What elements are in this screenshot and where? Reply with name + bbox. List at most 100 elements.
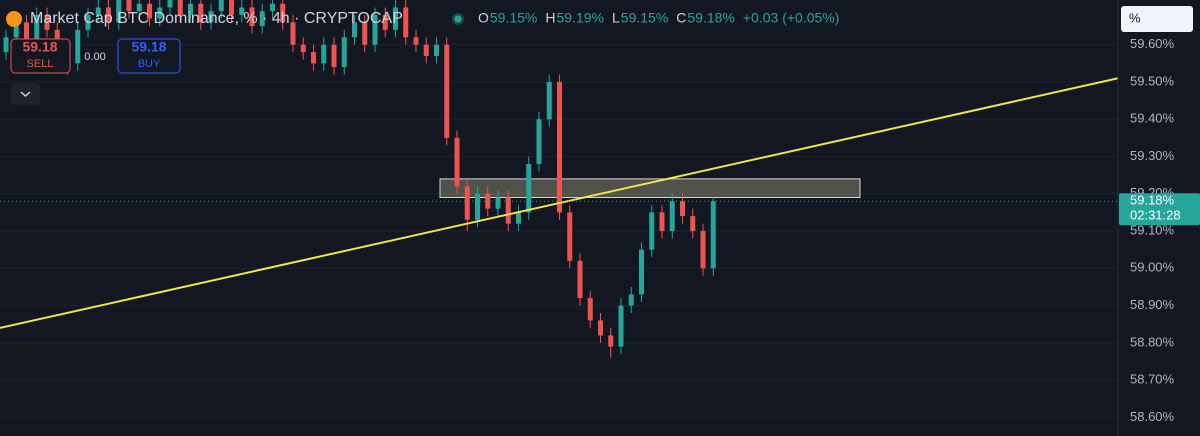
candle-body (24, 22, 29, 45)
y-tick-label: 59.00% (1130, 260, 1175, 275)
legend-key: H (545, 10, 555, 26)
candle-body (618, 305, 624, 347)
buy-label: BUY (138, 58, 161, 70)
legend-value: 59.19% (557, 10, 604, 26)
candle-body (352, 22, 357, 38)
status-dot (454, 15, 462, 23)
candle-body (444, 44, 450, 138)
candle-body (690, 216, 696, 232)
candle-body (106, 7, 111, 23)
y-tick-label: 58.60% (1130, 409, 1175, 424)
y-tick-label: 59.60% (1130, 36, 1175, 51)
candle-body (13, 22, 19, 38)
buy-button[interactable] (117, 38, 181, 74)
sell-button[interactable] (10, 38, 71, 74)
candle-body (536, 119, 542, 164)
candle-body (423, 44, 429, 56)
candle-body (157, 7, 163, 19)
candle-body (362, 22, 368, 45)
sell-price: 59.18 (22, 39, 57, 55)
candle-body (546, 81, 552, 120)
candle-body (393, 7, 398, 30)
candle-body (75, 29, 81, 64)
candle-body (649, 212, 655, 250)
last-price-label: 59.18% (1130, 193, 1175, 208)
legend-value: 59.18% (687, 10, 734, 26)
legend-key: L (612, 10, 620, 26)
candle-body (167, 0, 173, 8)
candle-body (188, 3, 193, 15)
candle-body (331, 44, 337, 68)
last-price-box (1119, 193, 1200, 226)
candle-body (208, 11, 214, 23)
candle-body (516, 212, 521, 224)
symbol-title: Market Cap BTC Dominance, % · 4h · CRYPT… (30, 10, 403, 27)
candle-body (270, 3, 275, 12)
candle-body (34, 14, 40, 45)
ohlc-legend: O 59.15% H 59.19% L 59.15% C 59.18% +0.03 (+0.05… (478, 10, 839, 26)
candle-body (557, 81, 562, 213)
collapse-button[interactable] (11, 83, 40, 105)
candle-body (434, 44, 439, 56)
candle-body (659, 212, 665, 232)
scale-button[interactable] (1121, 6, 1193, 32)
candle-body (372, 14, 378, 45)
candle-body (229, 0, 234, 15)
candle-body (669, 201, 675, 232)
candle-body (321, 44, 327, 64)
price-change: +0.03 (+0.05%) (743, 10, 840, 26)
candle-body (475, 193, 480, 220)
candle-body (311, 52, 316, 64)
y-tick-label: 59.10% (1130, 222, 1175, 237)
legend-key: C (676, 10, 686, 26)
candle-body (485, 193, 491, 209)
candle-body (495, 197, 501, 209)
candle-body (403, 7, 409, 38)
candle-body (147, 3, 152, 19)
candle-body (710, 201, 716, 269)
candle-body (126, 0, 132, 12)
candle-body (44, 14, 50, 30)
scale-button-label: % (1129, 10, 1141, 25)
candle-body (464, 186, 470, 220)
candle-body (577, 260, 583, 299)
candle-body (239, 7, 245, 15)
candle-body (628, 294, 634, 306)
candle-body (290, 22, 296, 45)
coin-icon (6, 11, 22, 27)
candle-body (505, 197, 511, 224)
candle-body (280, 3, 286, 23)
trendline (0, 77, 1119, 329)
candle-body (700, 231, 706, 269)
candle-body (587, 298, 593, 321)
plot-area (0, 0, 1119, 418)
candle-body (639, 249, 644, 295)
candle-body (198, 3, 204, 23)
y-tick-label: 58.70% (1130, 372, 1175, 387)
y-tick-label: 59.40% (1130, 111, 1175, 126)
candle-body (249, 7, 255, 27)
candle-body (608, 335, 614, 347)
candle-body (95, 7, 101, 15)
candle-body (3, 37, 9, 53)
candle-body (300, 44, 306, 53)
candle-body (382, 14, 388, 30)
y-tick-label: 58.80% (1130, 334, 1175, 349)
candle-body (85, 14, 91, 30)
spread: 0.00 (84, 51, 105, 63)
candle-body (567, 212, 573, 261)
candle-body (136, 3, 142, 12)
candle-body (680, 201, 685, 217)
buy-price: 59.18 (131, 39, 166, 55)
legend-key: O (478, 10, 489, 26)
candle-body (454, 137, 460, 187)
overlay: Market Cap BTC Dominance, % · 4h · CRYPT… (6, 6, 1193, 105)
y-tick-label: 59.30% (1130, 148, 1175, 163)
sell-label: SELL (27, 58, 54, 70)
candle-body (526, 163, 532, 213)
candle-body (259, 11, 265, 27)
chevron (20, 91, 31, 98)
